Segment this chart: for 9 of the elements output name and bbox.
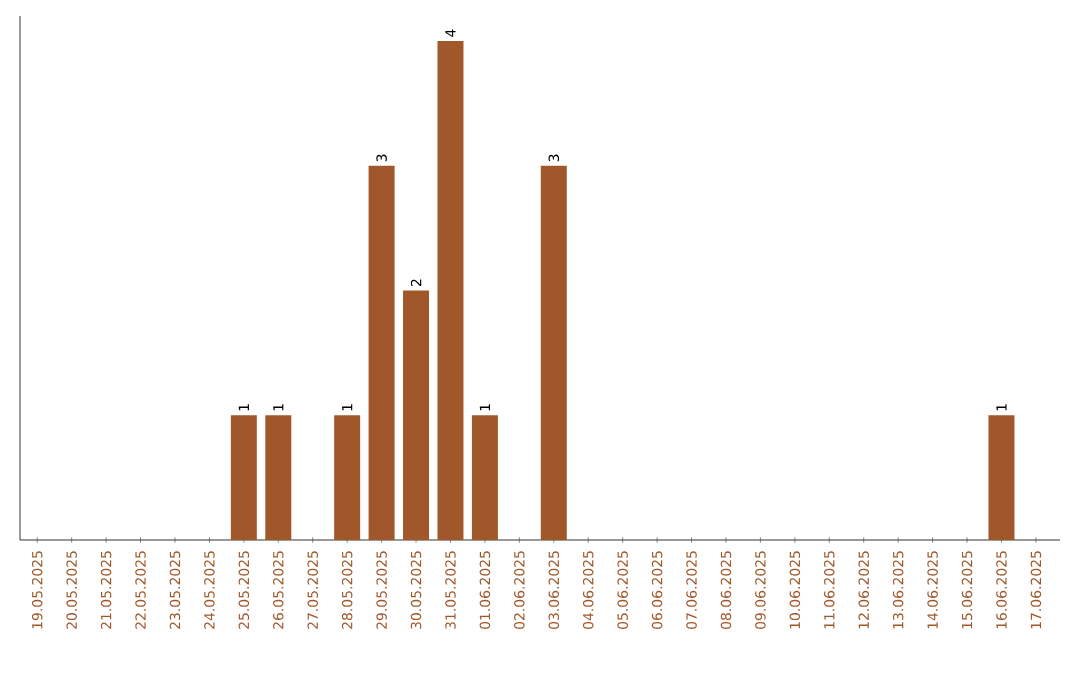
bar (230, 415, 257, 540)
bar (988, 415, 1015, 540)
bar (334, 415, 361, 540)
bar (403, 290, 430, 540)
bar (471, 415, 498, 540)
bar (540, 165, 567, 540)
bar (265, 415, 292, 540)
bar (368, 165, 395, 540)
bar (437, 40, 464, 540)
